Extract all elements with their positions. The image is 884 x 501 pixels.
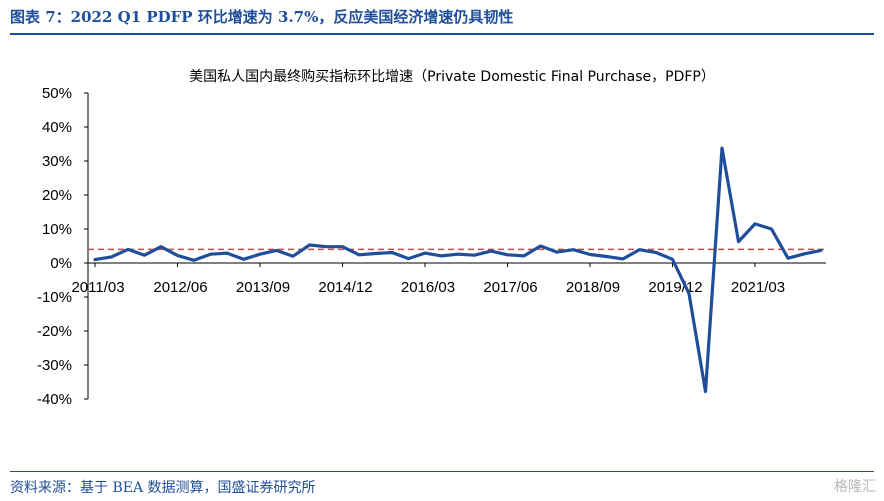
y-tick-label: 0% — [50, 255, 72, 272]
y-tick-label: 50% — [42, 85, 72, 102]
y-tick-label: 30% — [42, 153, 72, 170]
x-tick-label: 2016/03 — [401, 279, 455, 296]
chart-title: 美国私人国内最终购买指标环比增速（Private Domestic Final … — [189, 69, 715, 85]
y-tick-label: 10% — [42, 221, 72, 238]
x-tick-label: 2013/09 — [236, 279, 290, 296]
series-line-layer — [93, 146, 823, 394]
x-tick-label: 2011/03 — [71, 279, 124, 296]
y-tick-label: -20% — [37, 323, 72, 340]
x-tick-label: 2014/12 — [318, 279, 372, 296]
figure-title: 图表 7：2022 Q1 PDFP 环比增速为 3.7%，反应美国经济增速仍具韧… — [10, 8, 514, 26]
source-note: 资料来源：基于 BEA 数据测算，国盛证券研究所 — [10, 480, 316, 496]
x-tick-label: 2021/03 — [731, 279, 785, 296]
y-tick-label: -10% — [37, 289, 72, 306]
line-chart: 美国私人国内最终购买指标环比增速（Private Domestic Final … — [37, 69, 826, 408]
footer-rule — [10, 471, 874, 472]
pdfp-series-line — [93, 146, 823, 394]
x-tick-label: 2012/06 — [153, 279, 207, 296]
y-tick-label: 20% — [42, 187, 72, 204]
y-tick-label: -30% — [37, 357, 72, 374]
y-tick-label: -40% — [37, 391, 72, 408]
x-tick-label: 2017/06 — [483, 279, 537, 296]
title-underline — [10, 33, 874, 35]
x-tick-label: 2018/09 — [566, 279, 620, 296]
y-tick-label: 40% — [42, 119, 72, 136]
watermark-text: 格隆汇 — [834, 479, 876, 495]
x-tick-label: 2019/12 — [648, 279, 702, 296]
chart-axes: 50% 40% 30% 20% 10% 0% -10% -20% -30% -40% 2011/03… — [37, 85, 826, 408]
